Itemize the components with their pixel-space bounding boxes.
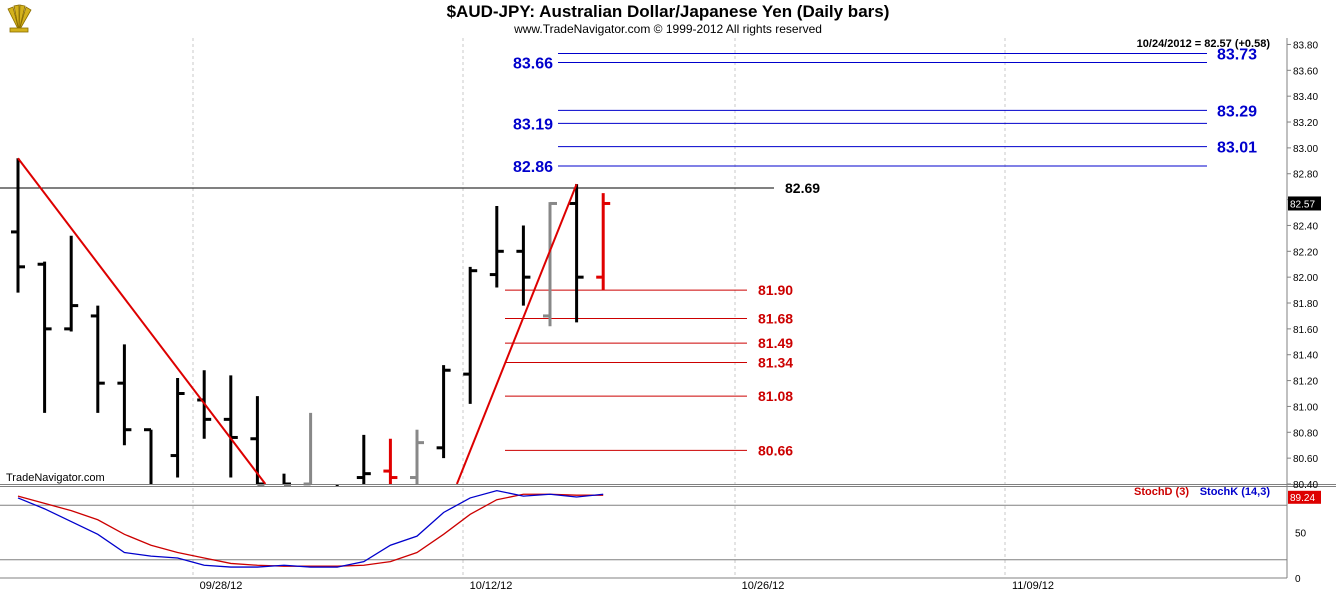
ohlc-bar <box>144 428 153 484</box>
stoch-legend-d: StochD (3) <box>1134 486 1189 498</box>
copyright-text: www.TradeNavigator.com © 1999-2012 All r… <box>514 22 822 36</box>
red-level-label: 81.08 <box>758 388 793 404</box>
stoch-y-tick-label: 0 <box>1295 574 1301 585</box>
trendline <box>455 183 578 485</box>
blue-level-label: 83.73 <box>1217 47 1257 64</box>
red-level-label: 81.68 <box>758 311 793 327</box>
trendline <box>17 157 267 485</box>
quote-label: 10/24/2012 = 82.57 (+0.58) <box>1137 38 1271 50</box>
ohlc-bar <box>436 365 451 459</box>
y-tick-label: 80.80 <box>1293 428 1318 439</box>
stoch-last-box <box>1288 490 1321 504</box>
resistance-label: 82.69 <box>785 180 820 196</box>
ohlc-bar <box>11 158 25 293</box>
fan-logo-icon <box>4 3 34 38</box>
blue-level-label: 83.29 <box>1217 103 1257 120</box>
y-tick-label: 80.40 <box>1293 480 1318 491</box>
chart-header: $AUD-JPY: Australian Dollar/Japanese Yen… <box>0 0 1336 38</box>
ohlc-bar <box>90 305 105 413</box>
stoch-series-line <box>17 493 604 567</box>
ohlc-bar <box>282 473 291 486</box>
red-level-label: 81.34 <box>758 354 793 370</box>
ohlc-bar <box>516 225 531 306</box>
ohlc-bar <box>64 235 79 332</box>
ohlc-bar <box>543 201 557 327</box>
blue-level-label: 83.19 <box>513 116 553 133</box>
x-tick-label: 10/12/12 <box>470 580 513 592</box>
ohlc-bar <box>223 375 238 478</box>
blue-level-label: 83.66 <box>513 56 553 73</box>
ohlc-bar <box>37 261 52 413</box>
ohlc-bar <box>356 434 371 484</box>
y-tick-label: 83.80 <box>1293 40 1318 51</box>
ohlc-bar <box>383 438 398 484</box>
stoch-y-tick-label: 50 <box>1295 529 1307 540</box>
blue-level-label: 83.01 <box>1217 140 1257 157</box>
y-tick-label: 82.80 <box>1293 170 1318 181</box>
x-tick-label: 09/28/12 <box>200 580 243 592</box>
y-tick-label: 81.60 <box>1293 325 1318 336</box>
x-tick-label: 10/26/12 <box>742 580 785 592</box>
last-price-label: 82.57 <box>1290 199 1315 210</box>
y-tick-label: 82.00 <box>1293 273 1318 284</box>
ohlc-bar <box>303 412 313 486</box>
ohlc-bar <box>596 193 611 291</box>
y-tick-label: 83.40 <box>1293 92 1318 103</box>
ohlc-bar <box>489 206 504 288</box>
blue-level-label: 82.86 <box>513 159 553 176</box>
y-tick-label: 81.40 <box>1293 351 1318 362</box>
y-tick-label: 82.20 <box>1293 247 1318 258</box>
last-price-box <box>1288 196 1321 211</box>
ohlc-bar <box>170 377 185 478</box>
red-level-label: 81.90 <box>758 282 793 298</box>
ohlc-bar <box>117 344 132 446</box>
chart-title: $AUD-JPY: Australian Dollar/Japanese Yen… <box>446 2 890 21</box>
y-tick-label: 83.00 <box>1293 144 1318 155</box>
x-tick-label: 11/09/12 <box>1012 580 1054 592</box>
y-tick-label: 82.40 <box>1293 221 1318 232</box>
ohlc-bar <box>463 266 478 404</box>
y-tick-label: 81.20 <box>1293 377 1318 388</box>
stoch-series-line <box>17 489 604 568</box>
y-tick-label: 83.20 <box>1293 118 1318 129</box>
ohlc-bar <box>250 396 265 486</box>
stoch-legend-k: StochK (14,3) <box>1200 486 1271 498</box>
stoch-last-label: 89.24 <box>1290 493 1315 504</box>
watermark: TradeNavigator.com <box>6 472 105 484</box>
y-tick-label: 81.00 <box>1293 402 1318 413</box>
red-level-label: 80.66 <box>758 442 793 458</box>
red-level-label: 81.49 <box>758 335 793 351</box>
ohlc-bar <box>410 429 424 484</box>
y-tick-label: 80.60 <box>1293 454 1318 465</box>
y-tick-label: 81.80 <box>1293 299 1318 310</box>
y-tick-label: 83.60 <box>1293 66 1318 77</box>
ohlc-bar <box>569 184 584 323</box>
